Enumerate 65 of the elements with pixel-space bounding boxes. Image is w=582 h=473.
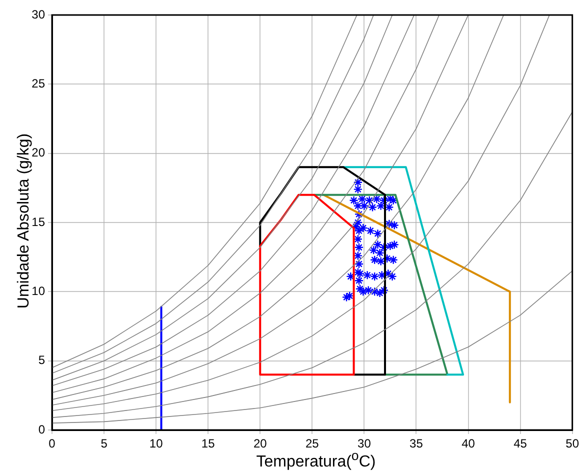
point [379,286,389,295]
point [388,272,397,282]
x-tick-label: 30 [358,436,372,451]
point [388,255,398,264]
y-tick-label: 0 [38,422,46,436]
point [375,248,384,258]
x-tick-label: 5 [100,436,108,451]
point [390,220,399,230]
point [353,234,363,244]
x-tick-label: 15 [201,436,216,451]
point [354,226,364,236]
point [358,194,367,204]
point [372,194,382,204]
point [366,226,376,236]
point [386,241,395,251]
point [353,251,363,260]
y-tick-label: 30 [32,7,46,22]
y-tick-label: 20 [32,146,46,160]
point [370,255,380,264]
point [355,269,365,278]
point [353,201,363,210]
x-tick-label: 20 [253,436,268,451]
point [346,272,356,282]
x-tick-label: 50 [566,436,580,451]
y-tick-label: 5 [38,353,46,368]
x-tick-label: 25 [305,436,320,451]
y-tick-label: 10 [32,284,46,298]
point [360,201,369,210]
point [364,196,374,205]
x-axis-title: Temperatura($^{o}$C) [256,448,376,470]
point [342,292,352,302]
x-tick-label: 40 [462,436,476,451]
y-tick-label: 15 [32,214,46,229]
point [354,242,364,252]
point [373,228,382,238]
point [355,284,365,294]
point [358,287,368,296]
point [390,240,399,250]
point [353,178,363,187]
point [375,288,384,298]
point [354,210,364,219]
y-tick-label: 25 [32,76,46,90]
y-axis-title: Umidade Absoluta (g/kg) [16,132,32,311]
x-tick-label: 10 [149,436,164,451]
point [379,196,389,205]
point [370,287,380,296]
point [349,196,358,205]
x-tick-label: 0 [48,436,56,451]
point [358,223,368,233]
point [379,242,389,252]
x-tick-label: 35 [410,436,424,451]
point [364,286,373,295]
point [373,240,382,250]
point [353,218,363,228]
point [386,194,395,204]
point [382,254,392,264]
point [368,202,378,212]
point [354,259,364,269]
point [368,246,378,255]
point [370,272,380,282]
point [353,184,363,194]
point [353,268,363,277]
x-tick-label: 45 [514,436,528,451]
point [354,276,364,286]
point [362,270,372,280]
